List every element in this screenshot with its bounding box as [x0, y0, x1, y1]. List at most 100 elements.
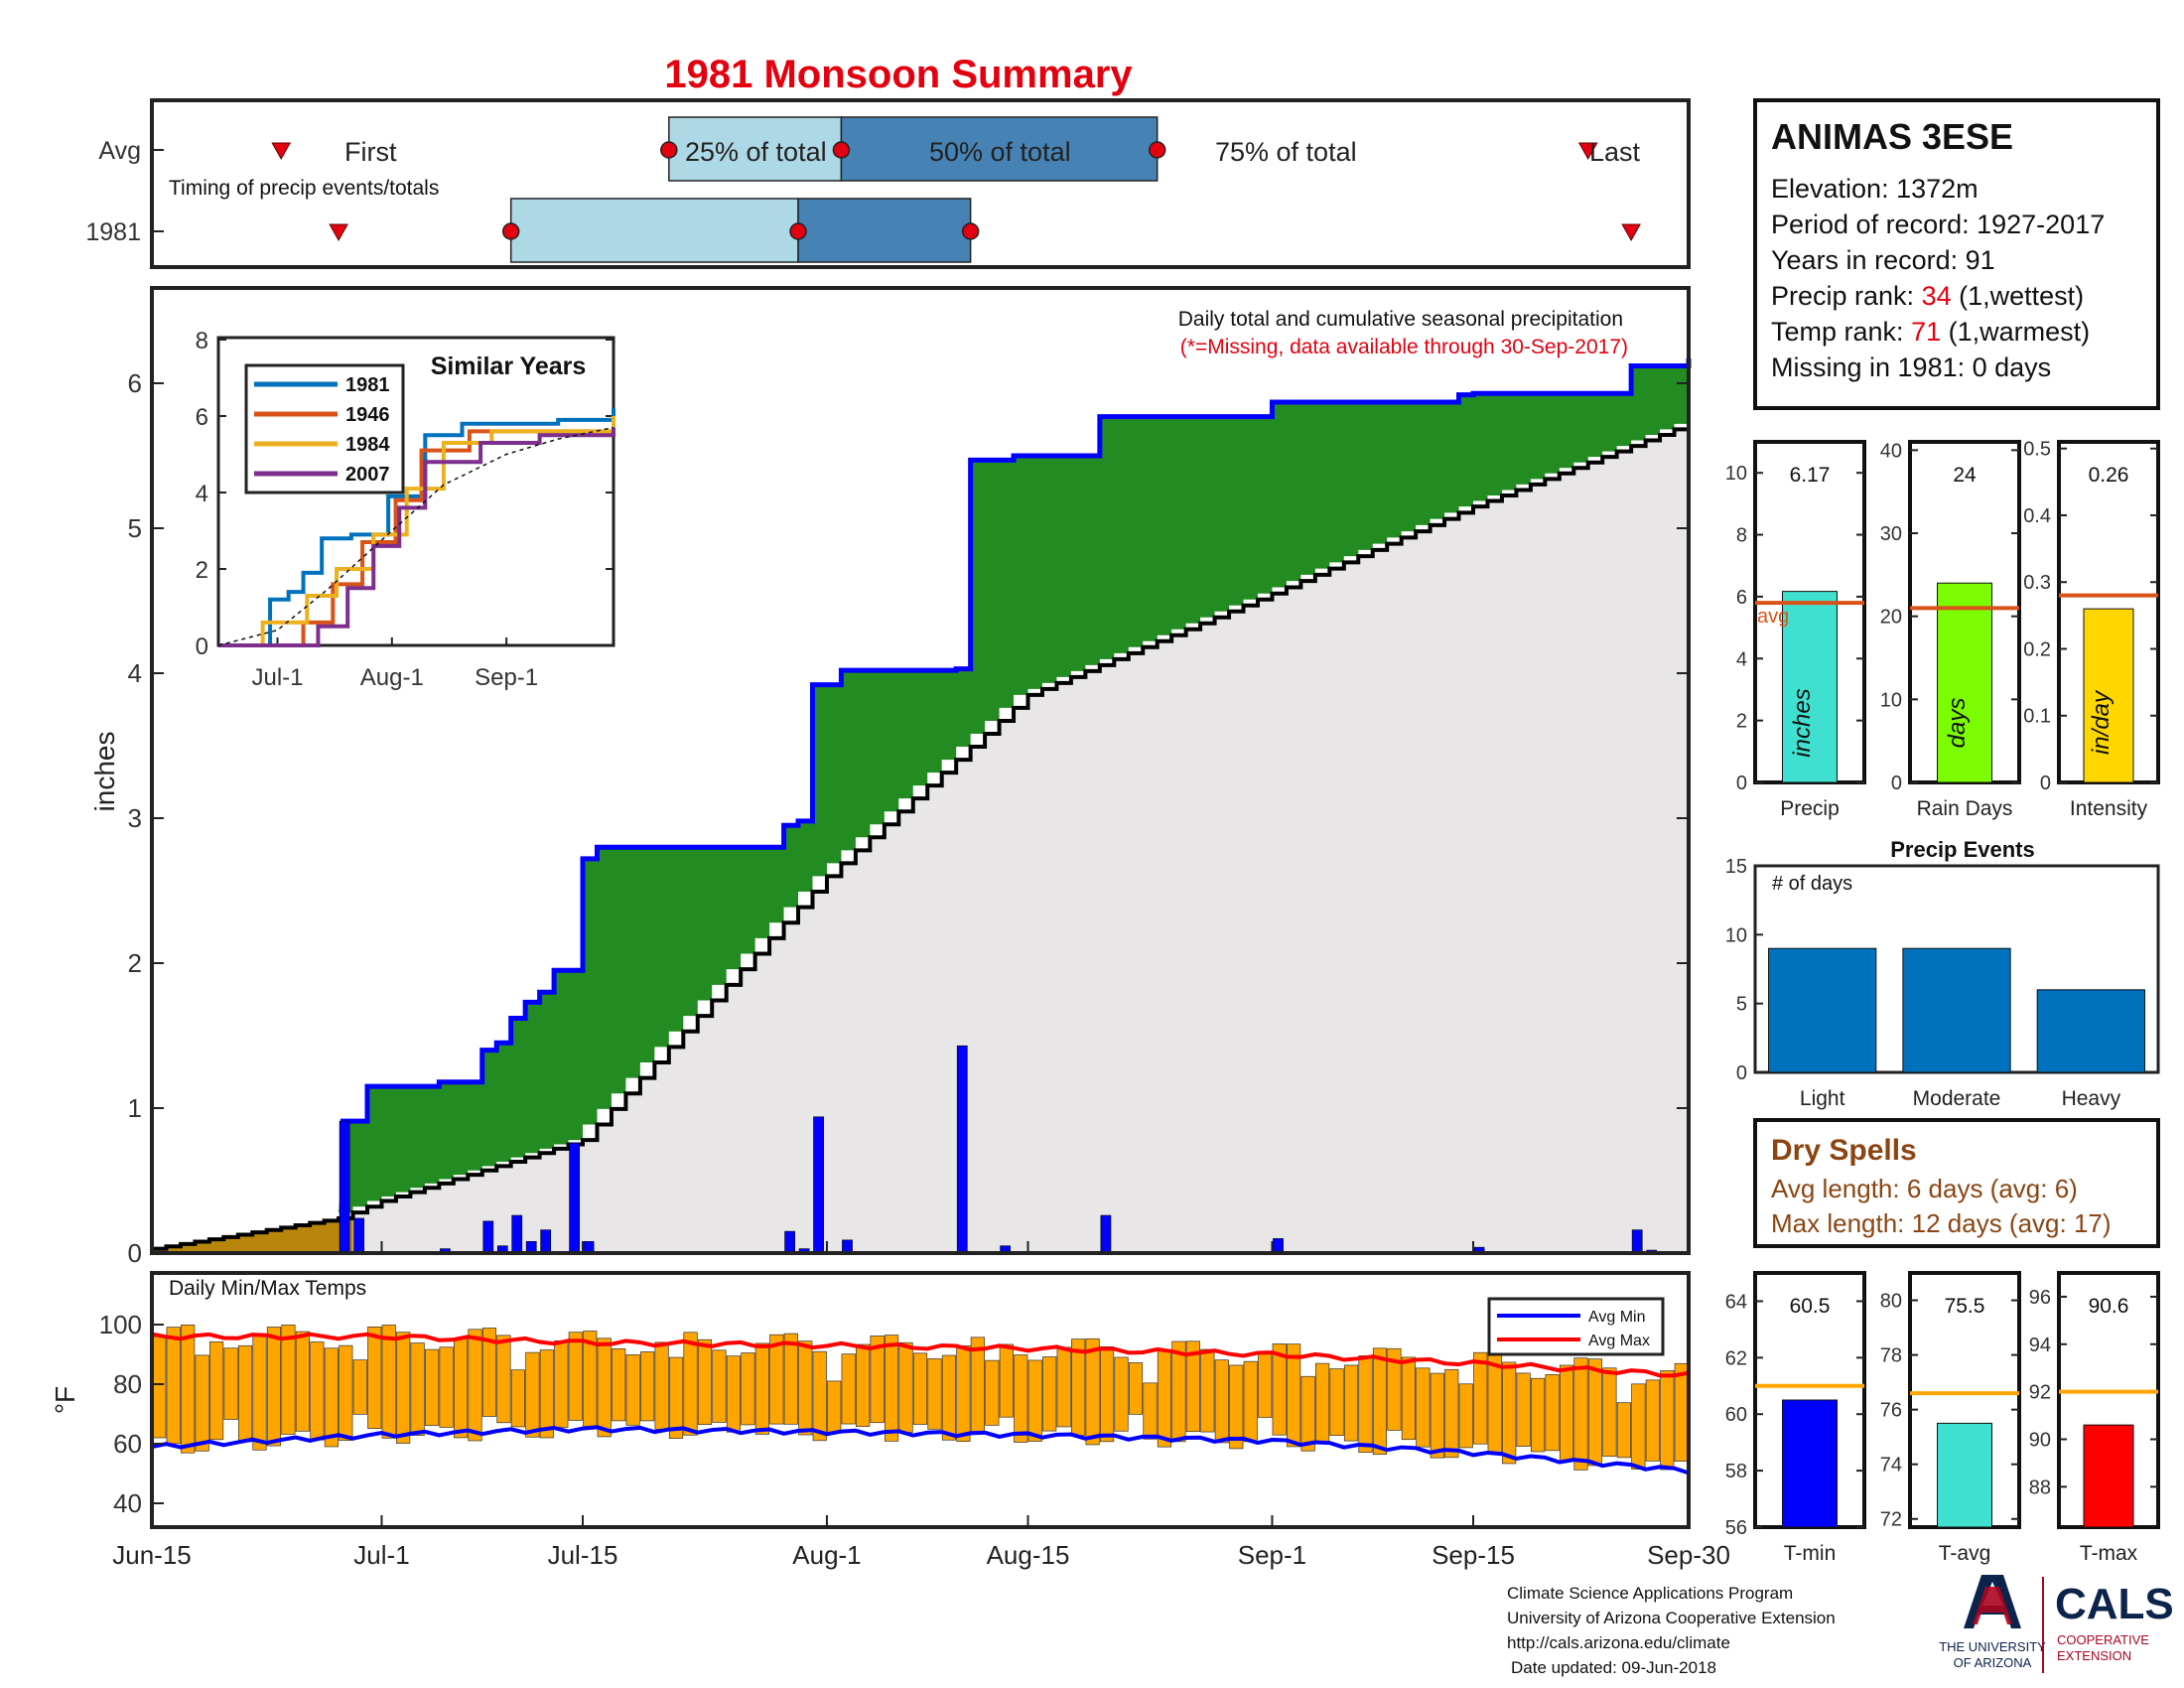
- daily-temp-range-bar: [1143, 1382, 1158, 1440]
- daily-temp-range-bar: [209, 1340, 224, 1441]
- daily-temp-range-bar: [898, 1341, 913, 1433]
- above-average-area-fill: [339, 358, 1690, 1213]
- daily-temp-range-bar: [223, 1347, 238, 1420]
- events-bar: [1902, 947, 2011, 1073]
- mini-value: 75.5: [1945, 1295, 1985, 1318]
- timing-last-label: Last: [1589, 137, 1641, 167]
- mini-ytick-label: 8: [1736, 525, 1747, 547]
- main-ytick-label: 2: [128, 948, 142, 978]
- avg-percentile-marker: [1148, 141, 1166, 159]
- daily-temp-range-bar: [956, 1344, 971, 1442]
- mini-bar: [1937, 582, 1992, 783]
- daily-temp-range-bar: [1559, 1364, 1574, 1463]
- daily-temp-range-bar: [539, 1349, 554, 1439]
- daily-temp-range-bar: [439, 1346, 454, 1428]
- daily-temp-range-bar: [1300, 1375, 1315, 1452]
- inset-title: Similar Years: [431, 352, 587, 380]
- daily-temp-range-bar: [1502, 1361, 1517, 1465]
- date-axis: Jun-15 Jul-1 Jul-15 Aug-1 Aug-15 Sep-1 Sep-15 S…: [112, 1241, 1730, 1570]
- avg-box-25-50: [668, 116, 843, 182]
- mini-ytick-label: 40: [1880, 440, 1902, 462]
- station-elevation: Elevation: 1372m: [1771, 174, 1979, 204]
- mini-ytick-label: 10: [1725, 463, 1747, 485]
- daily-temp-range-bar: [941, 1354, 957, 1441]
- avg-last-marker-icon: [1577, 142, 1598, 161]
- daily-temp-range-bar: [1272, 1343, 1287, 1436]
- temp-caption: Daily Min/Max Temps: [169, 1277, 366, 1300]
- daily-temp-range-bar: [310, 1341, 325, 1441]
- mini-ytick-label: 80: [1880, 1291, 1902, 1313]
- events-ytick-label: 10: [1725, 924, 1747, 946]
- daily-temp-range-bar: [339, 1344, 353, 1441]
- daily-temp-range-bar: [1157, 1348, 1172, 1448]
- mini-chart-intensity: 0 0.1 0.2 0.3 0.4 0.5 0.26 in/day Intensity: [2023, 439, 2160, 820]
- timing-first-label: First: [344, 137, 397, 167]
- daily-temp-range-bar: [668, 1356, 684, 1439]
- cals-line-1: COOPERATIVE: [2057, 1632, 2149, 1647]
- daily-temp-range-bar: [856, 1343, 871, 1427]
- daily-temp-range-bar: [1315, 1362, 1330, 1444]
- inset-series-line: [218, 416, 615, 647]
- mini-bar: [1937, 1422, 1992, 1528]
- temperature-chart: 40 60 80 100 Daily Min/Max Temps °F Avg Min…: [50, 1271, 1691, 1529]
- mini-ytick-label: 0: [1891, 773, 1902, 794]
- events-ytick-label: 0: [1736, 1062, 1747, 1084]
- mini-average-label: avg: [1757, 606, 1789, 628]
- daily-temp-range-bar: [481, 1328, 497, 1417]
- daily-temp-range-bar: [352, 1359, 367, 1415]
- daily-temp-range-bar: [726, 1355, 742, 1433]
- daily-temp-range-bar: [640, 1351, 655, 1422]
- events-title: Precip Events: [1890, 837, 2035, 862]
- mini-ytick-label: 0.5: [2023, 439, 2051, 461]
- temp-legend-min-label: Avg Min: [1588, 1309, 1646, 1326]
- mini-ytick-label: 0: [1736, 773, 1747, 794]
- daily-precip-bar: [1631, 1229, 1643, 1254]
- inset-ytick-label: 2: [196, 557, 208, 584]
- footer: Climate Science Applications Program Uni…: [1507, 1575, 2174, 1677]
- mini-chart-rain-days: 0 10 20 30 40 24 days Rain Days: [1880, 440, 2021, 820]
- mini-ytick-label: 60: [1725, 1404, 1747, 1426]
- daily-temp-range-bar: [1343, 1364, 1359, 1442]
- daily-temp-range-bar: [1329, 1368, 1344, 1436]
- daily-temp-range-bar: [884, 1335, 899, 1442]
- daily-temp-range-bar: [870, 1336, 885, 1424]
- mini-xlabel: Precip: [1780, 797, 1840, 820]
- station-period: Period of record: 1927-2017: [1771, 210, 2105, 239]
- inset-legend-label: 1981: [345, 374, 390, 396]
- mini-ytick-label: 62: [1725, 1347, 1747, 1369]
- mini-bar: [2083, 1424, 2134, 1528]
- timing-panel: Avg 1981 Timing of precip events/totals …: [85, 98, 1691, 269]
- daily-temp-range-bar: [741, 1352, 755, 1426]
- mini-xlabel: T-min: [1784, 1542, 1837, 1565]
- daily-temp-range-bar: [1085, 1337, 1100, 1446]
- daily-temp-range-bar: [1014, 1354, 1028, 1443]
- mini-ytick-label: 30: [1880, 523, 1902, 545]
- main-ytick-label: 4: [128, 658, 142, 688]
- daily-precip-bar: [540, 1229, 552, 1254]
- cals-line-2: EXTENSION: [2057, 1648, 2131, 1663]
- daily-temp-range-bar: [1243, 1360, 1258, 1443]
- daily-temp-range-bar: [1027, 1359, 1042, 1442]
- inset-legend-label: 2007: [345, 464, 390, 486]
- mini-value: 60.5: [1790, 1295, 1831, 1318]
- mini-ytick-label: 88: [2029, 1477, 2051, 1498]
- inset-series-line: [218, 427, 615, 647]
- daily-temp-range-bar: [1602, 1367, 1617, 1457]
- inset-xtick-label: Jul-1: [251, 664, 303, 691]
- mini-ytick-label: 0: [2040, 773, 2051, 794]
- average-area-fill: [339, 423, 1690, 1253]
- daily-temp-range-bar: [1430, 1372, 1444, 1459]
- mini-ytick-label: 72: [1880, 1509, 1902, 1531]
- inset-legend-label: 1946: [345, 404, 390, 426]
- year-box-50-75: [797, 198, 972, 263]
- avg-percentile-marker: [832, 141, 851, 159]
- mini-unit-label: in/day: [2088, 689, 2115, 755]
- date-label: Aug-1: [792, 1540, 861, 1570]
- daily-temp-range-bar: [1545, 1374, 1560, 1452]
- daily-temp-range-bar: [754, 1342, 769, 1435]
- daily-temp-range-bar: [181, 1324, 196, 1454]
- daily-temp-range-bar: [252, 1336, 267, 1451]
- footer-line-1: Climate Science Applications Program: [1507, 1584, 1793, 1603]
- daily-temp-range-bar: [783, 1333, 798, 1425]
- mini-ytick-label: 64: [1725, 1291, 1747, 1313]
